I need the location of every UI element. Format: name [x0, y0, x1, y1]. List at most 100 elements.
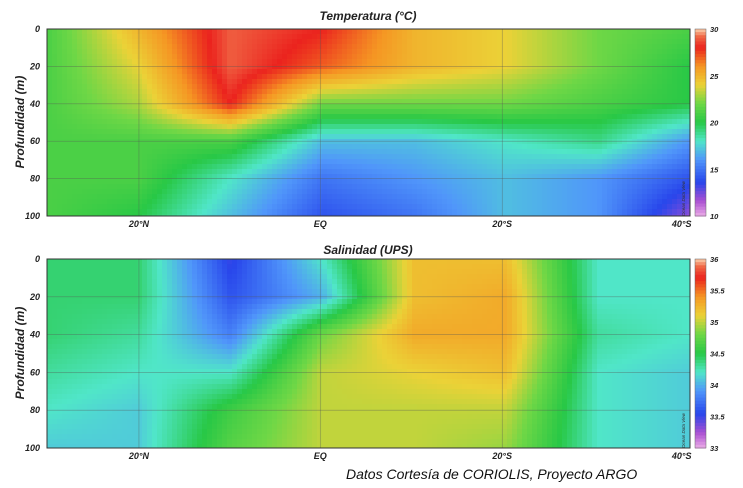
heatmap-cell [287, 174, 293, 180]
heatmap-cell [412, 204, 418, 210]
heatmap-cell [247, 129, 253, 135]
heatmap-cell [487, 104, 493, 110]
heatmap-cell [92, 144, 98, 150]
heatmap-cell [77, 49, 83, 55]
heatmap-cell [487, 114, 493, 120]
heatmap-cell [237, 54, 243, 60]
heatmap-cell [512, 139, 518, 145]
heatmap-cell [417, 119, 423, 125]
heatmap-cell [402, 74, 408, 80]
heatmap-cell [572, 154, 578, 160]
heatmap-cell [137, 59, 143, 65]
heatmap-cell [577, 119, 583, 125]
heatmap-cell [327, 214, 333, 216]
heatmap-cell [232, 44, 238, 50]
temperature-frame [46, 28, 691, 217]
heatmap-cell [257, 184, 263, 190]
heatmap-cell [647, 134, 653, 140]
heatmap-cell [232, 99, 238, 105]
heatmap-cell [222, 29, 228, 35]
heatmap-cell [252, 74, 258, 80]
heatmap-cell [422, 174, 428, 180]
heatmap-cell [672, 39, 678, 45]
heatmap-cell [162, 54, 168, 60]
x-tick-label: EQ [314, 219, 327, 229]
heatmap-cell [442, 34, 448, 40]
heatmap-cell [92, 189, 98, 195]
heatmap-cell [612, 29, 618, 35]
heatmap-cell [132, 134, 138, 140]
heatmap-cell [467, 124, 473, 130]
heatmap-cell [47, 89, 53, 95]
heatmap-cell [642, 164, 648, 170]
heatmap-cell [362, 59, 368, 65]
heatmap-cell [362, 204, 368, 210]
heatmap-cell [522, 94, 528, 100]
heatmap-cell [652, 64, 658, 70]
heatmap-cell [667, 144, 673, 150]
heatmap-cell [222, 164, 228, 170]
heatmap-cell [642, 204, 648, 210]
heatmap-cell [287, 54, 293, 60]
heatmap-cell [637, 184, 643, 190]
heatmap-cell [507, 174, 513, 180]
heatmap-cell [182, 184, 188, 190]
heatmap-cell [527, 169, 533, 175]
heatmap-cell [282, 44, 288, 50]
heatmap-cell [397, 79, 403, 85]
heatmap-cell [122, 134, 128, 140]
heatmap-cell [657, 189, 663, 195]
heatmap-cell [347, 214, 353, 216]
heatmap-cell [407, 179, 413, 185]
heatmap-cell [147, 199, 153, 205]
heatmap-cell [197, 214, 203, 216]
heatmap-cell [432, 204, 438, 210]
heatmap-cell [177, 109, 183, 115]
heatmap-cell [347, 99, 353, 105]
heatmap-cell [627, 39, 633, 45]
heatmap-cell [602, 134, 608, 140]
heatmap-cell [352, 179, 358, 185]
temperature-title: Temperatura (°C) [319, 9, 416, 23]
heatmap-cell [317, 169, 323, 175]
heatmap-cell [552, 109, 558, 115]
heatmap-cell [422, 49, 428, 55]
heatmap-cell [282, 49, 288, 55]
colorbar-swatch [695, 156, 706, 161]
heatmap-cell [517, 154, 523, 160]
heatmap-cell [317, 139, 323, 145]
heatmap-cell [452, 164, 458, 170]
heatmap-cell [652, 184, 658, 190]
heatmap-cell [147, 89, 153, 95]
heatmap-cell [447, 104, 453, 110]
heatmap-cell [622, 209, 628, 215]
heatmap-cell [527, 139, 533, 145]
heatmap-cell [682, 134, 688, 140]
heatmap-cell [177, 204, 183, 210]
heatmap-cell [382, 29, 388, 35]
heatmap-cell [142, 164, 148, 170]
heatmap-cell [627, 149, 633, 155]
heatmap-cell [207, 169, 213, 175]
heatmap-cell [567, 99, 573, 105]
heatmap-cell [667, 84, 673, 90]
heatmap-cell [177, 209, 183, 215]
heatmap-cell [292, 39, 298, 45]
heatmap-cell [537, 149, 543, 155]
colorbar-swatch [695, 106, 706, 111]
heatmap-cell [62, 34, 68, 40]
heatmap-cell [362, 44, 368, 50]
heatmap-cell [72, 89, 78, 95]
heatmap-cell [652, 84, 658, 90]
heatmap-cell [532, 159, 538, 165]
heatmap-cell [187, 89, 193, 95]
heatmap-cell [552, 209, 558, 215]
heatmap-cell [287, 69, 293, 75]
heatmap-cell [157, 134, 163, 140]
heatmap-cell [552, 89, 558, 95]
heatmap-cell [372, 119, 378, 125]
heatmap-cell [187, 214, 193, 216]
heatmap-cell [102, 69, 108, 75]
heatmap-cell [472, 64, 478, 70]
heatmap-cell [422, 94, 428, 100]
